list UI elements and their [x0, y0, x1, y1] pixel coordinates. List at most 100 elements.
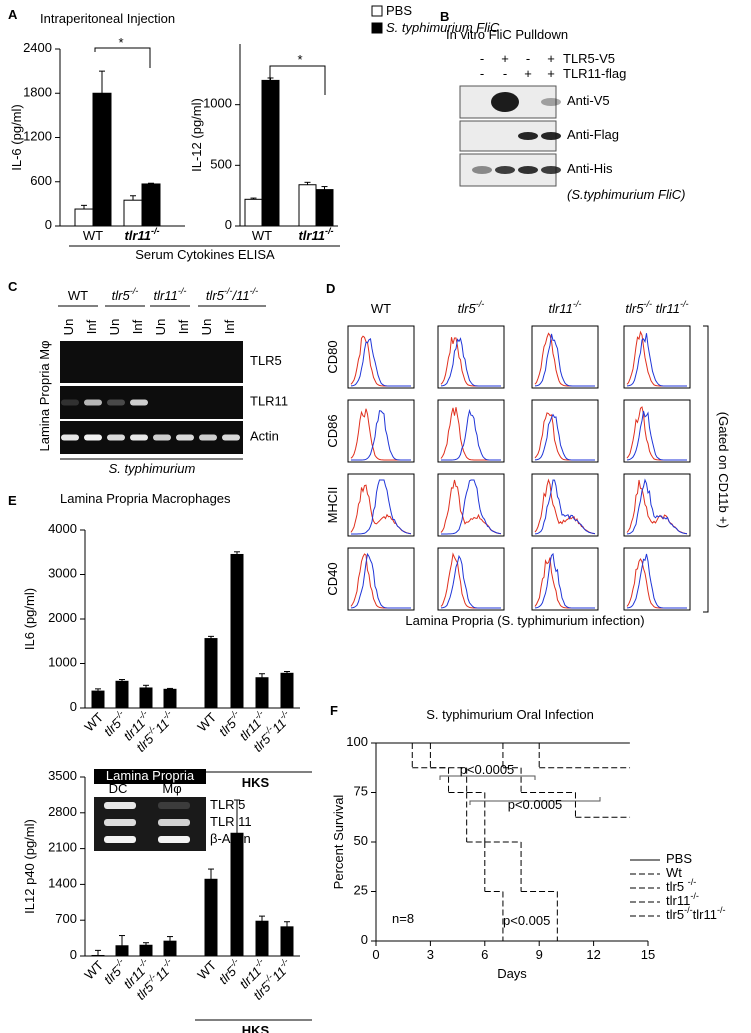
group-label: HKS: [242, 775, 270, 790]
gel-band: [158, 802, 190, 809]
sign: +: [547, 66, 555, 81]
lane-label: Un: [199, 319, 214, 336]
bar: [91, 690, 105, 709]
y-axis-label: Percent Survival: [331, 795, 346, 890]
histogram-curve: [350, 337, 411, 387]
bar: [204, 638, 218, 709]
y-tick-label: 2100: [48, 840, 77, 855]
bar: [115, 945, 129, 957]
y-tick-label: 100: [346, 734, 368, 749]
histogram-curve: [441, 408, 501, 461]
lane-label: Inf: [84, 319, 99, 334]
lane-label: Un: [107, 319, 122, 336]
gel-band: [104, 802, 136, 809]
legend-label: Wt: [666, 865, 682, 880]
histogram-curve: [440, 554, 501, 609]
flow-row: CD86: [325, 414, 340, 447]
y-tick-label: 75: [354, 784, 368, 799]
histogram-box: [437, 325, 505, 389]
y-tick-label: 0: [45, 217, 52, 232]
gel-band: [130, 434, 148, 441]
blot-band: [491, 92, 519, 112]
lane-label: Inf: [222, 319, 237, 334]
gel-band: [61, 399, 79, 406]
y-axis-label: IL-6 (pg/ml): [9, 104, 24, 170]
inset-row: β-Actin: [210, 831, 251, 846]
histogram-box: [437, 399, 505, 463]
blot-title: In vitro FliC Pulldown: [446, 27, 568, 42]
annotation: p<0.0005: [508, 797, 563, 812]
blot-band: [541, 98, 561, 106]
y-axis-label: IL12 p40 (pg/ml): [22, 819, 37, 914]
lane-label: Un: [153, 319, 168, 336]
bar: [91, 954, 105, 957]
gel-band: [176, 434, 194, 441]
gel-band: [104, 836, 136, 843]
panel-letter: A: [8, 7, 18, 22]
bar: [230, 553, 244, 709]
bar: [255, 920, 269, 957]
sign: +: [547, 51, 555, 66]
histogram-box: [531, 399, 599, 463]
legend-label: PBS: [666, 851, 692, 866]
bar: [115, 680, 129, 709]
gel-band: [158, 836, 190, 843]
flow-row: MHCII: [325, 487, 340, 524]
gel-row-label: TLR5: [250, 353, 282, 368]
lane-label: Inf: [176, 319, 191, 334]
bar: [230, 832, 244, 957]
x-tick-label: 0: [372, 947, 379, 962]
inset-column: Mφ: [162, 781, 181, 796]
y-tick-label: 2000: [48, 610, 77, 625]
chart-title: Lamina Propria Macrophages: [60, 491, 231, 506]
y-tick-label: 1200: [23, 129, 52, 144]
histogram-box: [623, 399, 691, 463]
histogram-box: [531, 473, 599, 537]
x-tick-label: 6: [481, 947, 488, 962]
y-tick-label: 700: [55, 912, 77, 927]
sign: -: [503, 66, 507, 81]
legend-swatch: [371, 22, 383, 34]
flow-column: tlr11-/-: [549, 299, 582, 316]
sign: -: [480, 66, 484, 81]
condition-label: TLR5-V5: [563, 51, 615, 66]
annotation: n=8: [392, 911, 414, 926]
gel-band: [199, 434, 217, 441]
bar: [141, 183, 161, 227]
gel-band: [84, 399, 102, 406]
blot-band: [518, 132, 538, 140]
bar: [139, 687, 153, 709]
annotation: p<0.0005: [460, 762, 515, 777]
bar: [92, 92, 112, 227]
y-axis-label: IL-12 (pg/ml): [189, 98, 204, 172]
x-tick-label: tlr11-/-: [124, 226, 159, 243]
gel-band: [107, 399, 125, 406]
gel-band: [104, 819, 136, 826]
x-tick-label: 9: [536, 947, 543, 962]
x-tick-label: 12: [586, 947, 600, 962]
inset-row: TLR 11: [210, 814, 252, 829]
gel-band: [130, 399, 148, 406]
panel-letter: B: [440, 9, 449, 24]
flow-column: tlr5-/-: [458, 299, 485, 316]
chart-title: Intraperitoneal Injection: [40, 11, 175, 26]
legend-label: S. typhimurium FliC: [386, 20, 500, 35]
histogram-curve: [626, 410, 687, 461]
genotype: tlr5-/-: [112, 286, 139, 303]
genotype: tlr5-/-/11-/-: [206, 286, 258, 303]
histogram-curve: [626, 478, 688, 535]
blot-band: [518, 166, 538, 174]
histogram-box: [347, 473, 415, 537]
histogram-box: [531, 547, 599, 611]
blot-band: [541, 132, 561, 140]
histogram-box: [623, 547, 691, 611]
x-tick-label: tlr11-/-: [298, 226, 333, 243]
x-axis-label: Days: [497, 966, 527, 981]
gel-strip: [60, 341, 243, 383]
flow-row: CD80: [325, 340, 340, 373]
y-tick-label: 0: [70, 699, 77, 714]
lane-label: Un: [61, 319, 76, 336]
sign: -: [480, 51, 484, 66]
y-tick-label: 2800: [48, 804, 77, 819]
